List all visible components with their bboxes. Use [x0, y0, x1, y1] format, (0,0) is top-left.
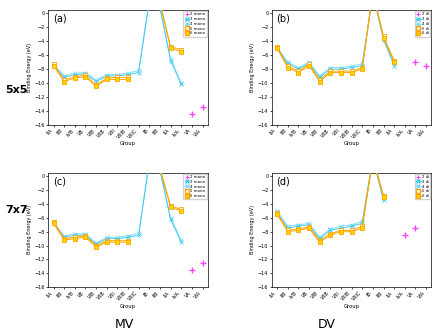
Legend: 2 di, 3 di, 4 di, 5 di, 6 di: 2 di, 3 di, 4 di, 5 di, 6 di [415, 174, 430, 199]
Legend: 2 mono, 3 mono, 4 mono, 5 mono, 6 mono: 2 mono, 3 mono, 4 mono, 5 mono, 6 mono [184, 11, 207, 37]
Text: 5x5: 5x5 [5, 85, 28, 95]
X-axis label: Group: Group [120, 304, 136, 309]
Y-axis label: Binding Energy (eV): Binding Energy (eV) [250, 43, 255, 92]
Text: (b): (b) [276, 13, 290, 23]
Text: 7x7: 7x7 [5, 205, 28, 215]
Y-axis label: Binding Energy (eV): Binding Energy (eV) [250, 205, 255, 255]
Legend: 2 di, 3 di, 4 di, 5 di, 6 di: 2 di, 3 di, 4 di, 5 di, 6 di [415, 11, 430, 37]
Legend: 2 mono, 3 mono, 4 mono, 5 mono, 6 mono: 2 mono, 3 mono, 4 mono, 5 mono, 6 mono [184, 174, 207, 199]
Text: (a): (a) [53, 13, 67, 23]
X-axis label: Group: Group [343, 141, 360, 146]
X-axis label: Group: Group [343, 304, 360, 309]
Text: (c): (c) [53, 176, 66, 186]
Y-axis label: Binding Energy (eV): Binding Energy (eV) [27, 205, 32, 255]
Text: DV: DV [318, 318, 335, 331]
Text: MV: MV [115, 318, 134, 331]
Text: (d): (d) [276, 176, 290, 186]
X-axis label: Group: Group [120, 141, 136, 146]
Y-axis label: Binding Energy (eV): Binding Energy (eV) [27, 43, 32, 92]
